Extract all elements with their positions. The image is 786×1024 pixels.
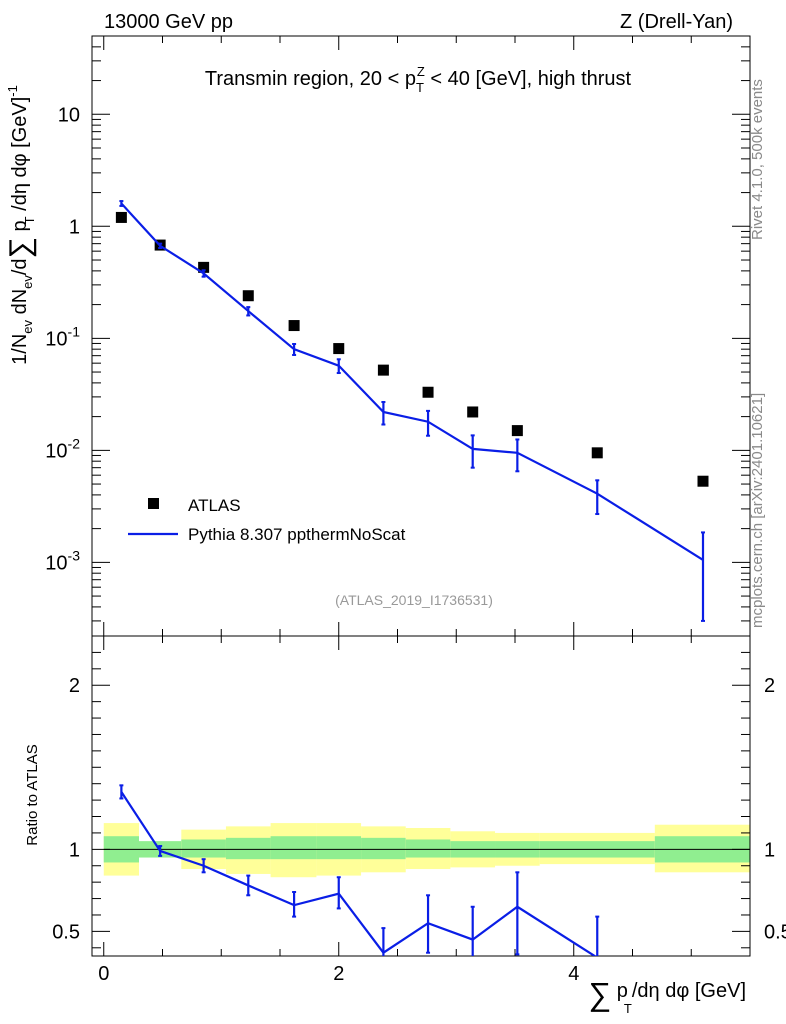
pythia-line — [120, 202, 704, 561]
atlas-data-point — [467, 406, 479, 418]
main-plot-frame — [91, 35, 751, 637]
ratio-band-inner — [181, 839, 226, 858]
atlas-data-point — [288, 320, 300, 332]
y-tick-label: 1 — [69, 216, 80, 238]
atlas-data-point — [697, 475, 709, 487]
rivet-version-label: Rivet 4.1.0, 500k events — [749, 79, 766, 240]
atlas-data-point — [591, 447, 603, 459]
atlas-data-point — [198, 261, 210, 273]
ratio-y-tick-label: 1 — [69, 839, 80, 861]
atlas-data-point — [115, 211, 127, 223]
ratio-y-tick-label: 2 — [69, 675, 80, 697]
ratio-y-tick-label-right: 2 — [764, 675, 775, 697]
legend-atlas-label: ATLAS — [188, 496, 241, 515]
y-tick-label: 10-2 — [45, 435, 80, 462]
ratio-band-inner — [405, 839, 451, 858]
ratio-y-tick-label-right: 1 — [764, 839, 775, 861]
ratio-band-inner — [225, 837, 271, 860]
x-axis-label: ∑ p T/dη dφ [GeV] — [588, 976, 746, 1016]
ratio-y-tick-label-right: 0.5 — [764, 921, 786, 943]
ratio-band-inner — [361, 837, 406, 860]
atlas-data-point — [333, 343, 345, 355]
mcplots-label: mcplots.cern.ch [arXiv:2401.10621] — [749, 393, 766, 628]
ratio-y-tick-label: 0.5 — [52, 921, 80, 943]
ratio-plot-frame — [91, 635, 751, 957]
y-tick-label: 10 — [58, 104, 80, 126]
x-tick-label: 4 — [568, 963, 579, 985]
atlas-data-point — [377, 364, 389, 376]
atlas-data-point — [422, 386, 434, 398]
ratio-band-inner — [270, 836, 317, 860]
atlas-data-point — [242, 290, 254, 302]
y-tick-label: 10-3 — [45, 547, 80, 574]
y-tick-label: 10-1 — [45, 323, 80, 350]
header-left-label: 13000 GeV pp — [104, 11, 233, 33]
ratio-y-axis-label: Ratio to ATLAS — [24, 744, 41, 845]
x-tick-label: 0 — [98, 963, 109, 985]
analysis-tag: (ATLAS_2019_I1736531) — [335, 592, 493, 608]
plot-title: Transmin region, 20 < pTZ < 40 [GeV], hi… — [205, 64, 632, 95]
legend-atlas-marker — [148, 498, 159, 509]
legend-pythia-label: Pythia 8.307 ppthermNoScat — [188, 525, 406, 544]
header-right-label: Z (Drell-Yan) — [620, 11, 733, 33]
x-tick-label: 2 — [333, 963, 344, 985]
atlas-data-point — [511, 425, 523, 437]
ratio-series-group — [119, 784, 600, 956]
y-axis-label: 1/Nev dNev/d∑ pT /dη dφ [GeV]-1 — [4, 85, 37, 365]
ratio-band-inner — [316, 836, 362, 860]
